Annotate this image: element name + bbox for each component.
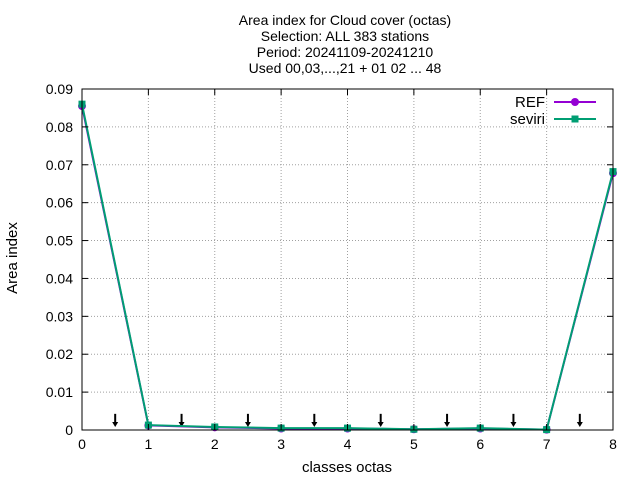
x-tick-label: 5 <box>410 436 418 452</box>
x-tick-label: 2 <box>211 436 219 452</box>
y-tick-label: 0.04 <box>46 270 73 286</box>
title-line-1: Area index for Cloud cover (octas) <box>239 12 451 28</box>
boundary-arrow <box>311 413 318 427</box>
boundary-arrow <box>244 413 251 427</box>
y-tick-label: 0 <box>65 422 73 438</box>
y-tick-label: 0.05 <box>46 233 73 249</box>
y-tick-label: 0.02 <box>46 346 73 362</box>
y-tick-label: 0.07 <box>46 157 73 173</box>
y-tick-label: 0.01 <box>46 384 73 400</box>
x-tick-label: 6 <box>476 436 484 452</box>
legend-marker <box>571 115 579 123</box>
legend-item: REF <box>515 94 596 111</box>
x-tick-label: 0 <box>78 436 86 452</box>
x-tick-label: 3 <box>277 436 285 452</box>
chart-title: Area index for Cloud cover (octas)Select… <box>239 12 451 76</box>
x-tick-label: 7 <box>543 436 551 452</box>
x-axis-label: classes octas <box>302 459 392 476</box>
y-tick-label: 0.06 <box>46 195 73 211</box>
title-line-2: Selection: ALL 383 stations <box>261 28 429 44</box>
y-tick-label: 0.09 <box>46 81 73 97</box>
y-axis-label: Area index <box>4 222 21 294</box>
series-line <box>81 105 614 431</box>
x-tick-label: 1 <box>144 436 152 452</box>
grid-lines <box>82 89 613 430</box>
y-tick-label: 0.08 <box>46 119 73 135</box>
x-axis-ticks: 0 1 2 3 4 5 6 7 8 <box>78 89 617 452</box>
legend-item: seviri <box>510 111 596 128</box>
legend-marker <box>571 98 579 106</box>
boundary-arrow <box>444 413 451 427</box>
y-axis-ticks: 0 0.01 0.02 0.03 0.04 0.05 0.06 0.07 0.08 0.09 <box>46 81 613 438</box>
boundary-arrow <box>377 413 384 427</box>
boundary-arrow <box>178 413 185 427</box>
legend-label: seviri <box>510 111 545 128</box>
boundary-arrow <box>510 413 517 427</box>
legend-label: REF <box>515 94 545 111</box>
title-line-3: Period: 20241109-20241210 <box>257 44 434 60</box>
class-boundary-arrows <box>112 413 583 427</box>
boundary-arrow <box>576 413 583 427</box>
x-tick-label: 4 <box>344 436 352 452</box>
x-tick-label: 8 <box>609 436 617 452</box>
y-tick-label: 0.03 <box>46 308 73 324</box>
title-line-4: Used 00,03,...,21 + 01 02 ... 48 <box>249 60 442 76</box>
boundary-arrow <box>112 413 119 427</box>
